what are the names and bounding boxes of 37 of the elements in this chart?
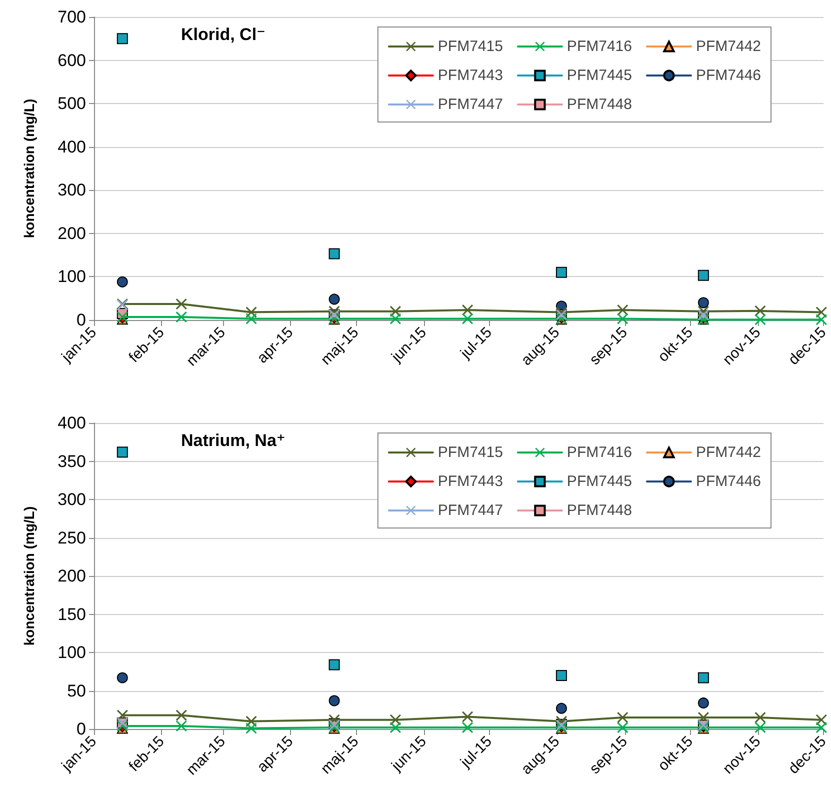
legend-label: PFM7442 [696,38,762,55]
y-tick-label: 300 [58,490,86,509]
y-tick-label: 50 [67,681,86,700]
y-tick-label: 500 [58,94,86,114]
legend-label: PFM7416 [566,38,632,55]
legend-label: PFM7446 [696,67,762,84]
legend-label: PFM7443 [438,67,503,84]
legend-label: PFM7445 [566,67,632,84]
y-tick-label: 600 [58,50,86,70]
legend-label: PFM7446 [696,473,762,490]
text: Klorid, Cl⁻ [181,25,266,44]
legend-label: PFM7448 [566,96,632,113]
y-tick-label: 200 [58,566,86,586]
legend-label: PFM7447 [438,96,503,113]
legend-label: PFM7445 [566,473,632,490]
legend-label: PFM7442 [696,444,762,461]
legend-label: PFM7416 [566,444,632,461]
legend-label: PFM7415 [438,38,503,55]
legend-label: PFM7447 [438,502,503,519]
y-tick-label: 250 [58,528,86,548]
text: Natrium, Na⁺ [181,431,286,450]
y-axis-title: koncentration (mg/L) [21,506,37,646]
y-tick-label: 400 [58,414,86,432]
y-tick-label: 200 [58,224,86,243]
y-tick-label: 350 [58,452,86,471]
y-tick-label: 700 [58,8,86,26]
y-tick-label: 0 [76,720,86,738]
y-tick-label: 150 [58,604,86,624]
y-tick-label: 400 [58,137,86,156]
y-tick-label: 100 [58,643,86,662]
y-tick-label: 0 [76,310,86,330]
legend-label: PFM7415 [438,444,503,461]
y-axis-title: koncentration (mg/L) [21,98,37,238]
legend-label: PFM7448 [566,502,632,519]
y-tick-label: 300 [58,180,86,200]
legend-label: PFM7443 [438,473,503,490]
y-tick-label: 100 [58,267,86,286]
